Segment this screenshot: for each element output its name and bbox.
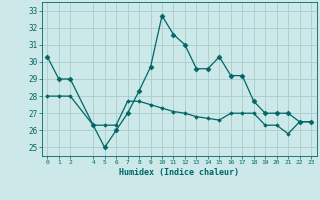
X-axis label: Humidex (Indice chaleur): Humidex (Indice chaleur): [119, 168, 239, 177]
